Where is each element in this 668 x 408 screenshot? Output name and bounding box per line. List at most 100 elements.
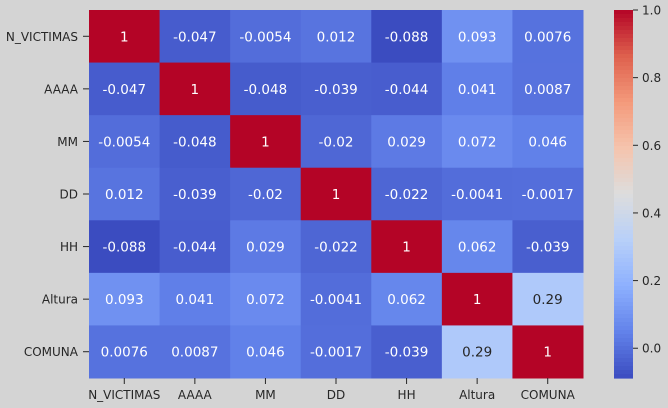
heatmap-cell — [230, 220, 302, 274]
cell-value-label: 0.062 — [387, 292, 426, 308]
colorbar-segment — [614, 306, 633, 311]
cell-value-label: -0.02 — [248, 187, 283, 203]
column-label: Altura — [459, 388, 495, 402]
colorbar-segment — [614, 70, 633, 75]
cell-value-label: -0.039 — [526, 240, 570, 256]
heatmap-cell — [300, 167, 372, 221]
colorbar-segment — [614, 186, 633, 191]
colorbar-segment — [614, 202, 633, 207]
colorbar-segment — [614, 182, 633, 187]
heatmap-cell — [159, 62, 231, 116]
cell-value-label: -0.0017 — [310, 345, 362, 361]
heatmap-cell — [300, 325, 372, 379]
cell-value-label: -0.039 — [314, 82, 358, 98]
colorbar-segment — [614, 126, 633, 131]
row-label: COMUNA — [24, 345, 79, 359]
colorbar-segment — [614, 130, 633, 135]
cell-value-label: 1 — [191, 82, 200, 98]
colorbar-segment — [614, 190, 633, 195]
heatmap-cell — [441, 272, 513, 326]
heatmap-cell — [512, 115, 584, 169]
colorbar-segment — [614, 42, 633, 47]
colorbar-tick-label: 1.0 — [642, 4, 661, 18]
heatmap-cell — [512, 272, 584, 326]
colorbar-tick-label: 0.8 — [642, 71, 661, 85]
cell-value-label: 0.29 — [462, 345, 492, 361]
colorbar-segment — [614, 162, 633, 167]
colorbar-segment — [614, 342, 633, 347]
cell-value-label: -0.039 — [173, 187, 217, 203]
colorbar-segment — [614, 302, 633, 307]
cell-value-label: 0.29 — [533, 292, 563, 308]
heatmap-cell — [89, 272, 161, 326]
colorbar-segment — [614, 150, 633, 155]
colorbar-segment — [614, 78, 633, 83]
heatmap-cell — [300, 115, 372, 169]
cell-value-label: -0.048 — [244, 82, 288, 98]
colorbar-segment — [614, 54, 633, 59]
heatmap-cells: 1 -0.047 -0.0054 0.012 -0.088 0.093 0.0076 -0.0… — [89, 10, 584, 379]
colorbar-segment — [614, 14, 633, 19]
cell-value-label: 1 — [473, 292, 482, 308]
colorbar-segment — [614, 154, 633, 159]
cell-value-label: 0.0087 — [171, 345, 218, 361]
colorbar-segment — [614, 50, 633, 55]
colorbar-segment — [614, 98, 633, 103]
colorbar-segment — [614, 238, 633, 243]
colorbar-segment — [614, 318, 633, 323]
row-label: N_VICTIMAS — [6, 30, 78, 44]
colorbar-segment — [614, 106, 633, 111]
colorbar-segment — [614, 370, 633, 375]
colorbar-segment — [614, 226, 633, 231]
colorbar-segment — [614, 314, 633, 319]
cell-value-label: -0.0041 — [451, 187, 503, 203]
colorbar-segment — [614, 234, 633, 239]
colorbar-segment — [614, 346, 633, 351]
heatmap-cell — [159, 115, 231, 169]
colorbar-segment — [614, 334, 633, 339]
heatmap-cell — [441, 115, 513, 169]
heatmap-cell — [89, 325, 161, 379]
heatmap-cell — [230, 325, 302, 379]
cell-value-label: -0.0041 — [310, 292, 362, 308]
colorbar-segment — [614, 134, 633, 139]
colorbar-segment — [614, 22, 633, 27]
colorbar-segment — [614, 158, 633, 163]
cell-value-label: -0.047 — [173, 29, 217, 45]
colorbar-segment — [614, 326, 633, 331]
cell-value-label: 1 — [332, 187, 341, 203]
cell-value-label: -0.02 — [319, 134, 354, 150]
heatmap-cell — [300, 10, 372, 64]
heatmap-cell — [300, 220, 372, 274]
colorbar-segment — [614, 170, 633, 175]
heatmap-cell — [300, 62, 372, 116]
heatmap-cell — [230, 10, 302, 64]
colorbar-segment — [614, 122, 633, 127]
colorbar-segment — [614, 198, 633, 203]
colorbar-segment — [614, 230, 633, 235]
colorbar-segment — [614, 366, 633, 371]
column-labels: N_VICTIMAS AAAA MM DD HH Altura COMUNA — [88, 378, 576, 402]
colorbar-segment — [614, 246, 633, 251]
cell-value-label: 1 — [120, 29, 129, 45]
colorbar-segment — [614, 94, 633, 99]
cell-value-label: 0.0076 — [524, 29, 571, 45]
colorbar: 0.0 0.2 0.4 0.6 0.8 1.0 — [614, 4, 661, 379]
cell-value-label: 0.072 — [246, 292, 285, 308]
colorbar-segment — [614, 274, 633, 279]
cell-value-label: -0.047 — [103, 82, 147, 98]
cell-value-label: 0.041 — [458, 82, 497, 98]
heatmap-cell — [159, 272, 231, 326]
colorbar-segment — [614, 30, 633, 35]
colorbar-segment — [614, 174, 633, 179]
colorbar-segment — [614, 362, 633, 367]
heatmap-cell — [512, 325, 584, 379]
column-label: AAAA — [178, 388, 213, 402]
colorbar-tick-label: 0.6 — [642, 139, 661, 153]
row-label: DD — [60, 188, 78, 202]
column-label: DD — [327, 388, 345, 402]
colorbar-segment — [614, 82, 633, 87]
colorbar-segment — [614, 206, 633, 211]
colorbar-tick-label: 0.0 — [642, 342, 661, 356]
cell-value-label: 0.041 — [176, 292, 215, 308]
